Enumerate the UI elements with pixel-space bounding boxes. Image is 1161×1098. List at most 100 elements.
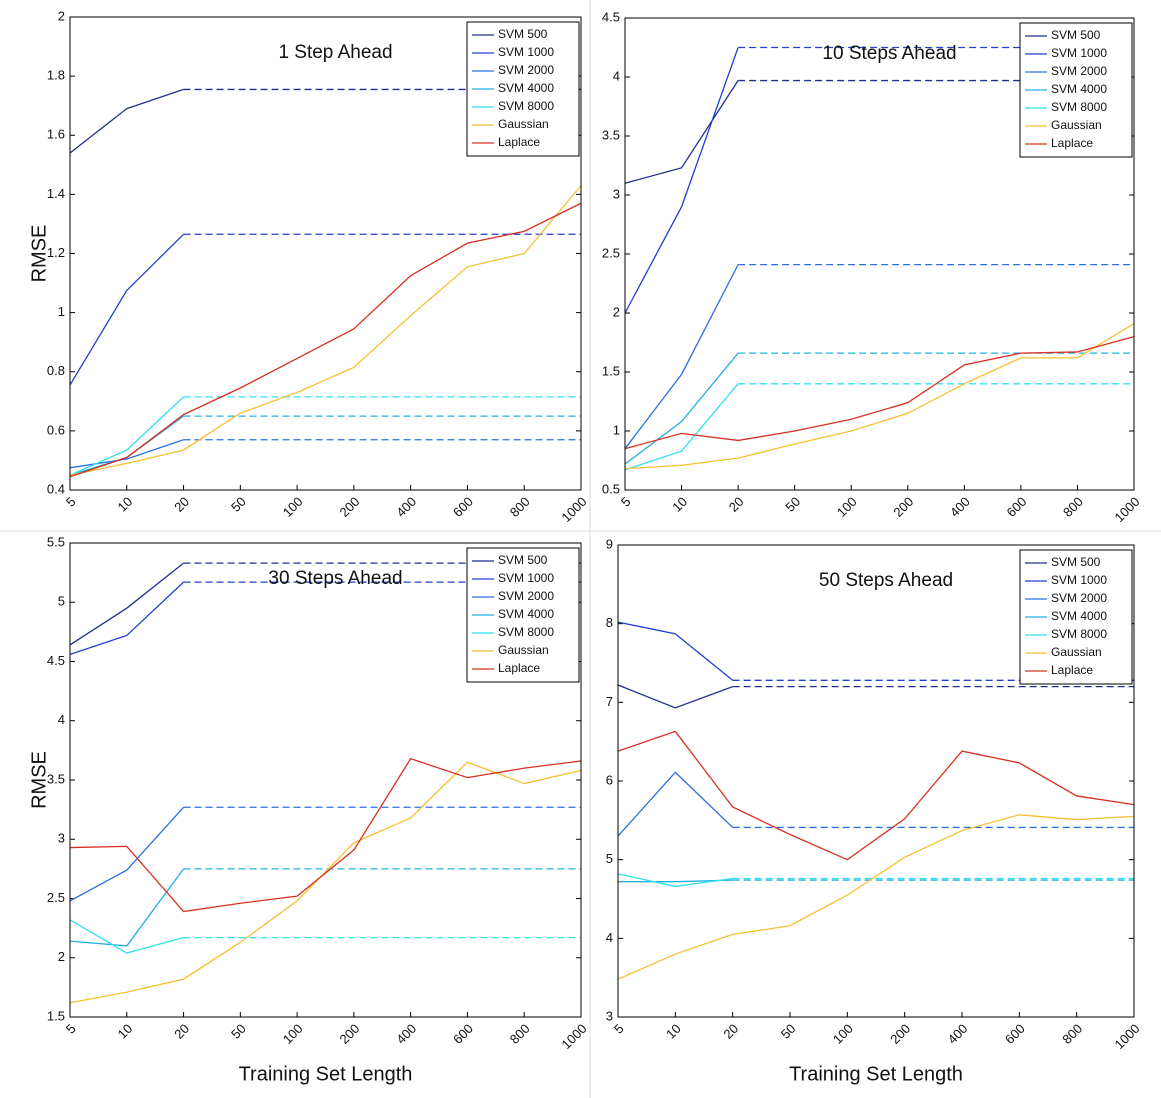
series-line	[617, 873, 733, 888]
y-tick-label: 1.6	[47, 127, 65, 142]
plot-frame	[69, 16, 582, 491]
panel: 5 10 20 50 100 200 400 600 800 1000 3 4 5 6 7 8 9 50 Step…	[606, 536, 1143, 1085]
y-axis-label: RMSE	[28, 225, 50, 283]
y-tick-label: 3	[613, 186, 620, 201]
series-line	[69, 88, 184, 154]
legend: SVM 500 SVM 1000 SVM 2000 SVM 4000 SVM 8000 G…	[1019, 22, 1133, 158]
series-line	[69, 396, 185, 476]
series-line	[69, 581, 185, 656]
legend-label: SVM 8000	[1051, 100, 1107, 114]
x-tick-label: 100	[280, 1021, 306, 1047]
series-line	[617, 814, 1135, 980]
x-tick-label: 1000	[558, 1021, 589, 1052]
legend-label: SVM 2000	[1051, 64, 1107, 78]
y-tick-label: 0.4	[47, 481, 65, 496]
legend: SVM 500 SVM 1000 SVM 2000 SVM 4000 SVM 8000 G…	[466, 547, 580, 683]
series-line	[69, 757, 582, 913]
x-tick-label: 800	[507, 494, 533, 520]
series-line	[69, 439, 184, 469]
y-tick-label: 5.5	[47, 534, 65, 549]
x-tick-label: 800	[1059, 1021, 1085, 1047]
legend-label: SVM 4000	[498, 81, 554, 95]
legend-label: SVM 1000	[1051, 46, 1107, 60]
series-line	[69, 233, 185, 386]
x-tick-label: 1000	[1111, 1021, 1142, 1052]
legend-label: Gaussian	[1051, 118, 1102, 132]
y-tick-label: 0.8	[47, 363, 65, 378]
x-tick-label: 200	[336, 1021, 362, 1047]
series-line	[624, 335, 1135, 450]
legend-label: Laplace	[498, 661, 540, 675]
x-tick-label: 5	[611, 1021, 627, 1037]
legend-label: Gaussian	[498, 643, 549, 657]
legend-label: Laplace	[1051, 663, 1093, 677]
x-tick-label: 1000	[558, 494, 589, 525]
panel: 5 10 20 50 100 200 400 600 800 1000 1.5 2 2.5 3 3.5 4 4.…	[28, 534, 589, 1085]
y-tick-label: 5	[58, 594, 65, 609]
legend-label: Gaussian	[498, 117, 549, 131]
chart-title: 10 Steps Ahead	[822, 43, 956, 64]
y-tick-label: 4	[613, 68, 620, 83]
y-tick-label: 4.5	[602, 9, 620, 24]
series-line	[69, 761, 582, 1004]
series-line	[624, 264, 739, 450]
y-tick-label: 4.5	[47, 653, 65, 668]
y-tick-label: 1.8	[47, 68, 65, 83]
chart-title: 30 Steps Ahead	[268, 568, 402, 589]
x-tick-label: 200	[336, 494, 362, 520]
series-line	[69, 562, 184, 646]
legend: SVM 500 SVM 1000 SVM 2000 SVM 4000 SVM 8000 G…	[1019, 549, 1133, 685]
x-tick-label: 400	[393, 494, 419, 520]
legend-label: SVM 2000	[1051, 591, 1107, 605]
y-tick-label: 2.5	[47, 890, 65, 905]
panel: 5 10 20 50 100 200 400 600 800 1000 0.4 0.6 0.8 1 1.2 1…	[28, 8, 589, 525]
plot-frame	[617, 544, 1135, 1018]
series-line	[624, 47, 739, 314]
x-tick-label: 20	[726, 494, 747, 515]
x-axis-label: Training Set Length	[789, 1063, 963, 1085]
legend: SVM 500 SVM 1000 SVM 2000 SVM 4000 SVM 8000 G…	[466, 21, 580, 157]
x-tick-label: 50	[228, 494, 249, 515]
legend-label: SVM 500	[1051, 555, 1101, 569]
legend-label: SVM 500	[498, 27, 548, 41]
x-tick-label: 50	[778, 1021, 799, 1042]
x-tick-label: 800	[1060, 494, 1086, 520]
x-tick-label: 5	[618, 494, 634, 510]
series-line	[624, 323, 1135, 470]
y-tick-label: 3	[606, 1008, 613, 1023]
series-line	[69, 202, 582, 478]
y-tick-label: 1.5	[47, 1008, 65, 1023]
y-tick-label: 7	[606, 694, 613, 709]
y-tick-label: 1.2	[47, 245, 65, 260]
x-axis-label: Training Set Length	[239, 1063, 413, 1085]
x-tick-label: 50	[228, 1021, 249, 1042]
legend-label: SVM 1000	[1051, 573, 1107, 587]
x-tick-label: 600	[450, 1021, 476, 1047]
y-tick-label: 5	[606, 851, 613, 866]
legend-label: SVM 4000	[498, 607, 554, 621]
x-tick-label: 100	[830, 1021, 856, 1047]
legend-label: Laplace	[498, 135, 540, 149]
y-tick-label: 0.5	[602, 481, 620, 496]
y-tick-label: 1	[58, 304, 65, 319]
plot-frame	[69, 542, 582, 1018]
y-axis-label: RMSE	[28, 751, 50, 809]
panel: 5 10 20 50 100 200 400 600 800 1000 0.5 1 1.5 2 2.5 3 3.…	[602, 9, 1143, 525]
y-tick-label: 3	[58, 831, 65, 846]
chart-title: 50 Steps Ahead	[819, 570, 953, 591]
legend-label: SVM 4000	[1051, 609, 1107, 623]
y-tick-label: 2	[58, 949, 65, 964]
x-tick-label: 10	[114, 494, 135, 515]
x-tick-label: 5	[63, 494, 79, 510]
y-tick-label: 8	[606, 615, 613, 630]
series-line	[617, 621, 734, 681]
series-line	[617, 684, 733, 709]
x-tick-label: 100	[834, 494, 860, 520]
x-tick-label: 50	[782, 494, 803, 515]
plot-frame	[624, 17, 1135, 491]
series-line	[69, 185, 582, 476]
y-tick-label: 2.5	[602, 245, 620, 260]
series-line	[69, 919, 184, 954]
series-line	[624, 383, 739, 471]
x-tick-label: 400	[393, 1021, 419, 1047]
